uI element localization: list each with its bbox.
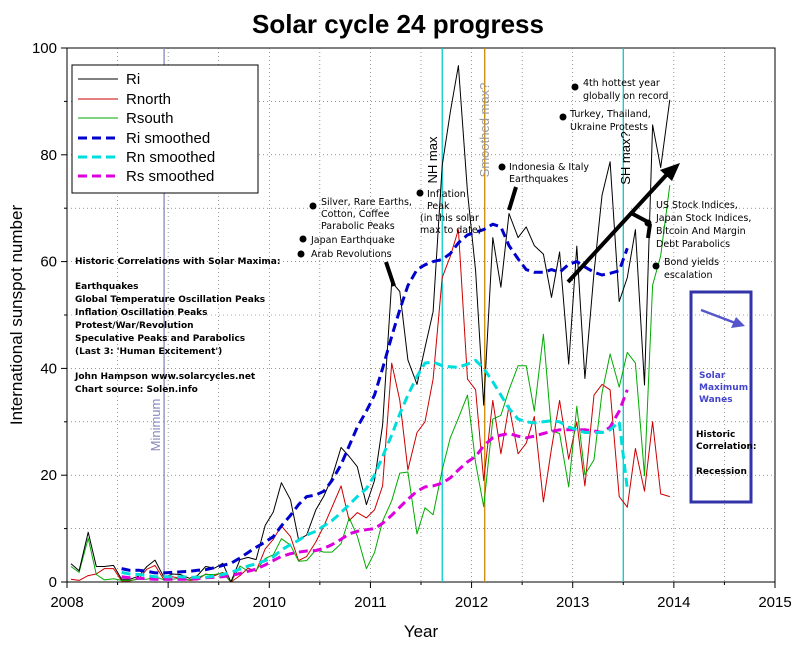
event-annotations: Silver, Rare Earths, Cotton, Coffee Para… [310, 78, 751, 281]
notes-block: Historic Correlations with Solar Maxima:… [74, 257, 280, 395]
trend-arrow-head [660, 163, 680, 181]
legend: Ri Rnorth Rsouth Ri smoothed Rn smoothed… [71, 64, 259, 194]
x-tick-label: 2015 [758, 594, 791, 611]
series-line-rn-smoothed [121, 358, 629, 579]
x-tick-label: 2011 [354, 594, 386, 611]
annotation-silver: Silver, Rare Earths, [321, 197, 412, 208]
minimum-label: Minimum [148, 399, 163, 452]
annotation-dot [416, 189, 424, 197]
box-text-correlation: Correlation: [696, 442, 757, 452]
annotation-tick-mark [507, 186, 518, 211]
annotation-bonds: Bond yields [664, 257, 719, 268]
y-tick-label: 20 [40, 467, 57, 484]
chart-title: Solar cycle 24 progress [252, 9, 544, 39]
x-tick-label: 2009 [151, 594, 184, 611]
annotation-dot [309, 202, 317, 210]
axis-ticks: 2008 2009 2010 2011 2012 2013 2014 2015 0 20 40 60 8… [32, 40, 792, 611]
x-tick-label: 2012 [455, 594, 488, 611]
annotation-protests: Ukraine Protests [570, 122, 648, 133]
annotation-inflation: (in this solar [420, 213, 479, 224]
legend-rnorth: Rnorth [126, 91, 171, 108]
wanes-arrow-head [731, 317, 745, 328]
annotation-inflation: max to date) [420, 225, 481, 236]
x-tick-label: 2010 [253, 594, 286, 611]
x-tick-label: 2008 [50, 594, 83, 611]
note-line: Historic Correlations with Solar Maxima: [75, 257, 280, 267]
box-text-wanes: Wanes [699, 395, 733, 405]
sh-max-label: SH max? [618, 131, 633, 184]
y-tick-label: 40 [40, 360, 57, 377]
y-tick-label: 0 [49, 574, 57, 591]
note-line: Earthquakes [75, 282, 139, 292]
series-line-ri-smoothed [121, 222, 629, 575]
legend-rsouth: Rsouth [126, 110, 174, 127]
trend-arrow-shaft [566, 169, 672, 284]
annotation-hottest: globally on record [583, 91, 668, 102]
annotation-dot [571, 83, 579, 91]
annotation-inflation: Peak [427, 201, 450, 212]
x-tick-label: 2014 [657, 594, 690, 611]
legend-box [71, 64, 259, 194]
annotation-bonds: escalation [664, 270, 713, 281]
y-tick-label: 60 [40, 254, 57, 271]
annotation-protests: Turkey, Thailand, [569, 109, 651, 120]
annotation-tick-mark [630, 211, 649, 224]
box-text-historic: Historic [696, 430, 735, 440]
annotation-dot [498, 163, 506, 171]
legend-ri-smoothed: Ri smoothed [126, 130, 210, 147]
annotation-tick-mark [646, 223, 652, 239]
annotation-stocks: US Stock Indices, [656, 200, 738, 211]
annotation-stocks: Debt Parabolics [656, 239, 730, 250]
annotation-arab-revolutions: Arab Revolutions [311, 249, 392, 260]
y-axis-label: International sunspot number [7, 205, 26, 426]
recession-box-frame [689, 290, 753, 504]
x-tick-label: 2013 [556, 594, 589, 611]
annotation-dot [299, 235, 307, 243]
annotation-stocks: Japan Stock Indices, [655, 213, 751, 224]
wanes-arrow-shaft [700, 308, 739, 326]
annotation-indonesia: Indonesia & Italy [509, 162, 589, 173]
box-text-recession: Recession [696, 467, 747, 477]
legend-rs-smoothed: Rs smoothed [126, 168, 214, 185]
annotation-indonesia: Earthquakes [509, 174, 568, 185]
nh-max-label: NH max [425, 136, 440, 183]
note-line: Chart source: Solen.info [75, 385, 198, 395]
series-group [70, 65, 671, 583]
annotation-silver: Cotton, Coffee [321, 209, 390, 220]
recession-box: Solar Maximum Wanes Historic Correlation… [689, 290, 757, 504]
note-line: John Hampson www.solarcycles.net [74, 372, 256, 382]
annotation-inflation: Inflation [427, 189, 466, 200]
note-line: Speculative Peaks and Parabolics [75, 334, 245, 344]
annotation-dot [559, 113, 567, 121]
y-tick-label: 100 [32, 40, 57, 57]
annotation-silver: Parabolic Peaks [321, 221, 395, 232]
annotation-japan-earthquake: Japan Earthquake [310, 235, 395, 246]
note-line: (Last 3: 'Human Excitement') [75, 347, 222, 357]
box-text-maximum: Maximum [699, 383, 748, 393]
annotation-marks [297, 83, 680, 287]
annotation-stocks: Bitcoin And Margin [656, 226, 746, 237]
note-line: Protest/War/Revolution [75, 321, 194, 331]
note-line: Inflation Oscillation Peaks [75, 308, 208, 318]
annotation-tick-mark [384, 261, 396, 287]
legend-rn-smoothed: Rn smoothed [126, 149, 215, 166]
box-text-solar: Solar [699, 371, 726, 381]
smoothed-max-label: Smoothed max? [477, 83, 492, 178]
legend-ri: Ri [126, 71, 140, 88]
annotation-dot [297, 250, 305, 258]
series-line-ri [70, 65, 671, 583]
x-axis-label: Year [404, 622, 439, 641]
annotation-dot [652, 262, 660, 270]
note-line: Global Temperature Oscillation Peaks [75, 295, 265, 305]
annotation-hottest: 4th hottest year [583, 78, 660, 89]
y-tick-label: 80 [40, 147, 57, 164]
